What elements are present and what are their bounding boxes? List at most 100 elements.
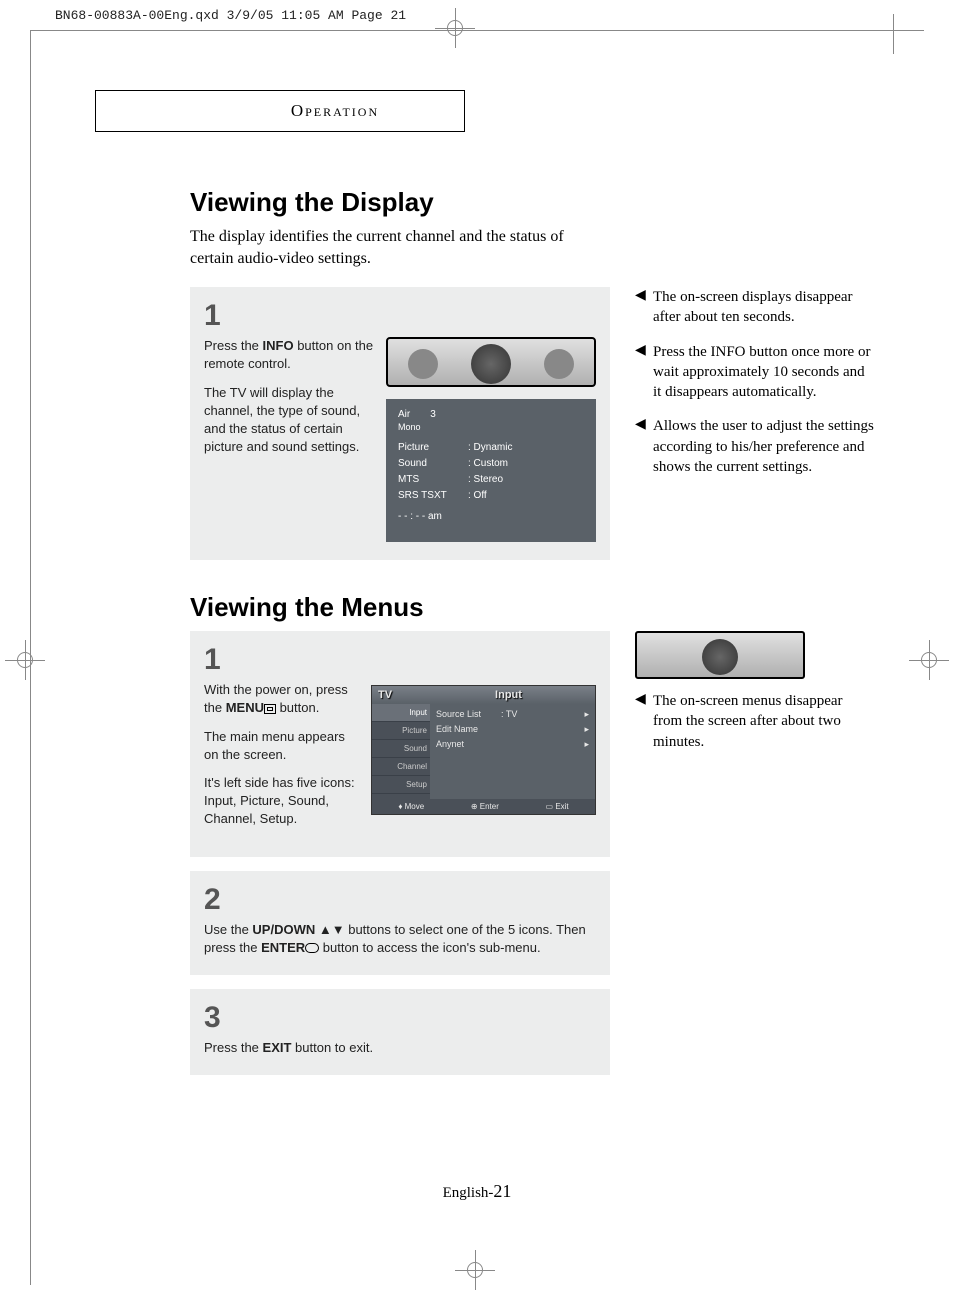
menu-val: : TV [501,709,579,720]
osd-air: Air [398,409,410,420]
menu-side-item: Input [372,704,430,722]
menu-foot-enter: ⊕ Enter [471,802,499,811]
arrow-icon: ▸ [579,709,589,720]
menu-title: Input [428,689,589,701]
osd-row: MTS: Stereo [398,474,584,485]
page-number: English-21 [0,1181,954,1202]
menu-foot-move: ♦ Move [398,802,424,811]
triangle-icon: ◀ [635,691,653,752]
section1-columns: 1 Press the INFO button on the remote co… [190,287,875,560]
remote-control-image [386,337,596,387]
menu-main: Source List: TV▸ Edit Name▸ Anynet▸ [430,704,595,799]
step3-text: Press the EXIT button to exit. [204,1039,596,1057]
step-number: 3 [204,1001,596,1035]
text: Press the [204,338,263,353]
osd-channel-num: 3 [430,409,436,420]
osd-val: : Custom [468,458,508,469]
osd-row: Sound: Custom [398,458,584,469]
menu-screenshot: TV Input Input Picture Sound Channel [371,681,596,838]
menu-row: Edit Name ▸ [436,722,589,737]
enter-icon [305,943,319,953]
note-text: The on-screen menus disappear from the s… [653,691,875,752]
menu-osd: TV Input Input Picture Sound Channel [371,685,596,815]
exit-label: EXIT [263,1040,292,1055]
text: button to exit. [291,1040,373,1055]
osd-key: SRS TSXT [398,490,468,501]
arrow-icon: ▸ [579,724,589,735]
step2-box: 2 Use the UP/DOWN ▲▼ buttons to select o… [190,871,610,975]
step-number: 2 [204,883,596,917]
heading-viewing-display: Viewing the Display [190,187,875,218]
step2-text: Use the UP/DOWN ▲▼ buttons to select one… [204,921,596,957]
step1-text: Press the INFO button on the remote cont… [204,337,374,542]
text: Press the [204,1040,263,1055]
registration-mark-top [435,8,475,48]
menu-icon [264,704,276,714]
section2: Viewing the Menus 1 With the power on, p… [95,592,875,1075]
step3-box: 3 Press the EXIT button to exit. [190,989,610,1075]
osd-val: : Dynamic [468,442,512,453]
section2-notes: ◀The on-screen menus disappear from the … [635,631,875,1075]
menu-sidebar: Input Picture Sound Channel Setup [372,704,430,799]
step1-box: 1 With the power on, press the MENU butt… [190,631,610,856]
osd-key: Sound [398,458,468,469]
updown-label: UP/DOWN [252,922,315,937]
registration-mark-right [909,640,949,680]
enter-label: ENTER [261,940,305,955]
menu-val [501,724,579,735]
remote-control-image-small [635,631,805,679]
menu-button-label: MENU [226,700,264,715]
info-button-label: INFO [263,338,294,353]
menu-key: Anynet [436,739,501,750]
osd-mono: Mono [398,422,584,432]
intro-text: The display identifies the current chann… [190,226,610,269]
text: It's left side has five icons: Input, Pi… [204,774,359,829]
menu-side-item: Channel [372,758,430,776]
screenshot-stack: Air 3 Mono Picture: Dynamic Sound: Custo… [386,337,596,542]
menu-val [501,739,579,750]
menu-key: Edit Name [436,724,501,735]
section1-notes: ◀The on-screen displays disappear after … [635,287,875,560]
section-label: Operation [226,101,444,121]
menu-key: Source List [436,709,501,720]
osd-val: : Stereo [468,474,503,485]
page-lang: English- [443,1185,494,1201]
text: button to access the icon's sub-menu. [319,940,540,955]
section2-steps-col: 1 With the power on, press the MENU butt… [190,631,610,1075]
step1-box: 1 Press the INFO button on the remote co… [190,287,610,560]
note-text: Allows the user to adjust the settings a… [653,416,875,477]
menu-side-item: Setup [372,776,430,794]
osd-row: Picture: Dynamic [398,442,584,453]
registration-mark-bottom [455,1250,495,1290]
osd-row: SRS TSXT: Off [398,490,584,501]
text: The main menu appears on the screen. [204,728,359,764]
triangle-icon: ◀ [635,342,653,403]
osd-key: MTS [398,474,468,485]
note-text: The on-screen displays disappear after a… [653,287,875,328]
text: The TV will display the channel, the typ… [204,384,374,457]
osd-time: - - : - - am [398,511,584,522]
note: ◀The on-screen displays disappear after … [635,287,875,328]
arrow-icon: ▸ [579,739,589,750]
note: ◀Press the INFO button once more or wait… [635,342,875,403]
heading-viewing-menus: Viewing the Menus [190,592,875,623]
text: Use the [204,922,252,937]
page-no: 21 [493,1181,511,1201]
osd-info-panel: Air 3 Mono Picture: Dynamic Sound: Custo… [386,399,596,542]
menu-row: Anynet ▸ [436,737,589,752]
registration-mark-left [5,640,45,680]
menu-osd-body: Input Picture Sound Channel Setup Source… [372,704,595,799]
menu-foot-exit: ▭ Exit [546,802,569,811]
osd-key: Picture [398,442,468,453]
menu-brand: TV [378,689,428,701]
file-header-meta: BN68-00883A-00Eng.qxd 3/9/05 11:05 AM Pa… [55,8,406,23]
step-number: 1 [204,643,596,677]
step-number: 1 [204,299,596,333]
section2-columns: 1 With the power on, press the MENU butt… [190,631,875,1075]
note: ◀The on-screen menus disappear from the … [635,691,875,752]
step1-text: With the power on, press the MENU button… [204,681,359,838]
triangle-icon: ◀ [635,416,653,477]
note: ◀Allows the user to adjust the settings … [635,416,875,477]
menu-side-item: Picture [372,722,430,740]
menu-footer: ♦ Move ⊕ Enter ▭ Exit [372,799,595,814]
